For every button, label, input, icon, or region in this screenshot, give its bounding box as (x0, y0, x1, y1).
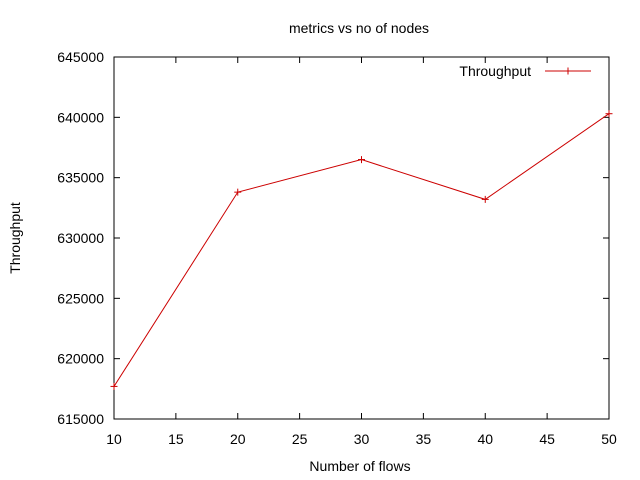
legend: Throughput (459, 63, 591, 79)
plot-frame (113, 56, 610, 420)
x-tick-label-2: 20 (230, 431, 246, 447)
legend-label-throughput: Throughput (459, 63, 531, 79)
x-tick-label-7: 45 (539, 431, 555, 447)
series-layer (110, 110, 613, 390)
y-axis-label: Throughput (7, 202, 23, 274)
y-tick-label-0: 615000 (57, 411, 104, 427)
x-tick-label-1: 15 (168, 431, 184, 447)
x-tick-label-8: 50 (601, 431, 617, 447)
x-axis-ticks: 10 15 20 25 30 35 40 45 50 (106, 57, 617, 447)
chart-title: metrics vs no of nodes (289, 20, 429, 36)
data-point-0-4 (605, 110, 613, 118)
data-point-0-0 (110, 382, 118, 390)
y-tick-label-1: 620000 (57, 351, 104, 367)
x-tick-label-4: 30 (354, 431, 370, 447)
x-tick-label-6: 40 (477, 431, 493, 447)
data-point-0-3 (481, 195, 489, 203)
y-tick-label-6: 645000 (57, 49, 104, 65)
x-tick-label-3: 25 (292, 431, 308, 447)
y-tick-label-5: 640000 (57, 109, 104, 125)
data-point-0-1 (234, 188, 242, 196)
y-tick-label-2: 625000 (57, 290, 104, 306)
y-axis-ticks: 615000 620000 625000 630000 635000 640000 6450… (57, 49, 609, 427)
x-tick-label-0: 10 (106, 431, 122, 447)
data-point-0-2 (358, 156, 365, 164)
legend-marker-throughput (564, 67, 572, 75)
y-tick-label-4: 635000 (57, 170, 104, 186)
series-line-0 (113, 113, 610, 387)
y-tick-label-3: 630000 (57, 230, 104, 246)
x-axis-label: Number of flows (309, 458, 410, 474)
x-tick-label-5: 35 (416, 431, 432, 447)
